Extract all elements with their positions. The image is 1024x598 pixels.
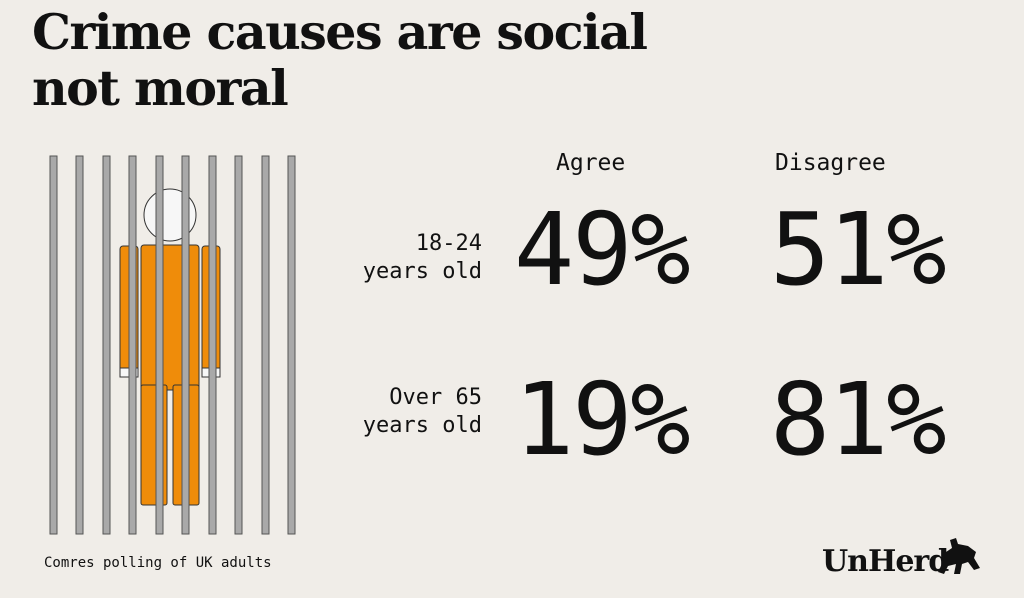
chart-title: Crime causes are social not moral <box>32 3 648 117</box>
column-header-agree: Agree <box>556 150 626 176</box>
row-label-over-65: Over 65 years old <box>362 385 482 438</box>
value-over-65-agree: 19% <box>514 361 691 478</box>
value-18-24-agree: 49% <box>514 191 691 308</box>
bull-icon <box>938 538 980 574</box>
cell-bars <box>49 155 296 535</box>
row-label-18-24: 18-24 years old <box>362 231 482 284</box>
prisoner-behind-bars-icon <box>49 155 296 535</box>
source-note: Comres polling of UK adults <box>44 555 272 571</box>
unherd-logo: UnHerd <box>822 544 949 579</box>
value-18-24-disagree: 51% <box>770 191 947 308</box>
column-header-disagree: Disagree <box>775 150 886 176</box>
value-over-65-disagree: 81% <box>770 361 947 478</box>
